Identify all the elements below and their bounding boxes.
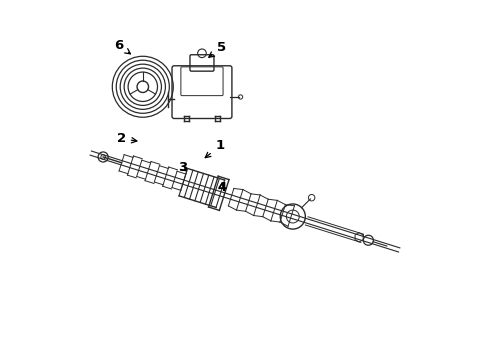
Text: 4: 4: [217, 181, 226, 194]
Text: 2: 2: [117, 132, 137, 145]
Text: 1: 1: [205, 139, 224, 158]
Text: 5: 5: [209, 41, 226, 57]
Text: 3: 3: [177, 161, 187, 174]
Text: 6: 6: [114, 39, 130, 54]
